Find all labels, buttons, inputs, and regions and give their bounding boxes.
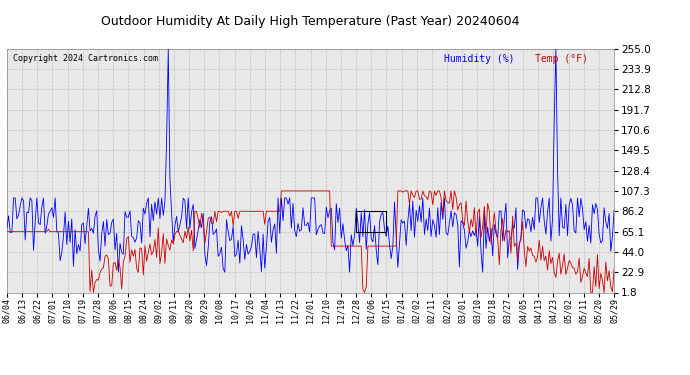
Text: Temp (°F): Temp (°F) <box>535 54 588 64</box>
Text: Copyright 2024 Cartronics.com: Copyright 2024 Cartronics.com <box>13 54 158 63</box>
Text: Humidity (%): Humidity (%) <box>444 54 515 64</box>
Bar <box>356 211 386 231</box>
Text: Outdoor Humidity At Daily High Temperature (Past Year) 20240604: Outdoor Humidity At Daily High Temperatu… <box>101 15 520 28</box>
